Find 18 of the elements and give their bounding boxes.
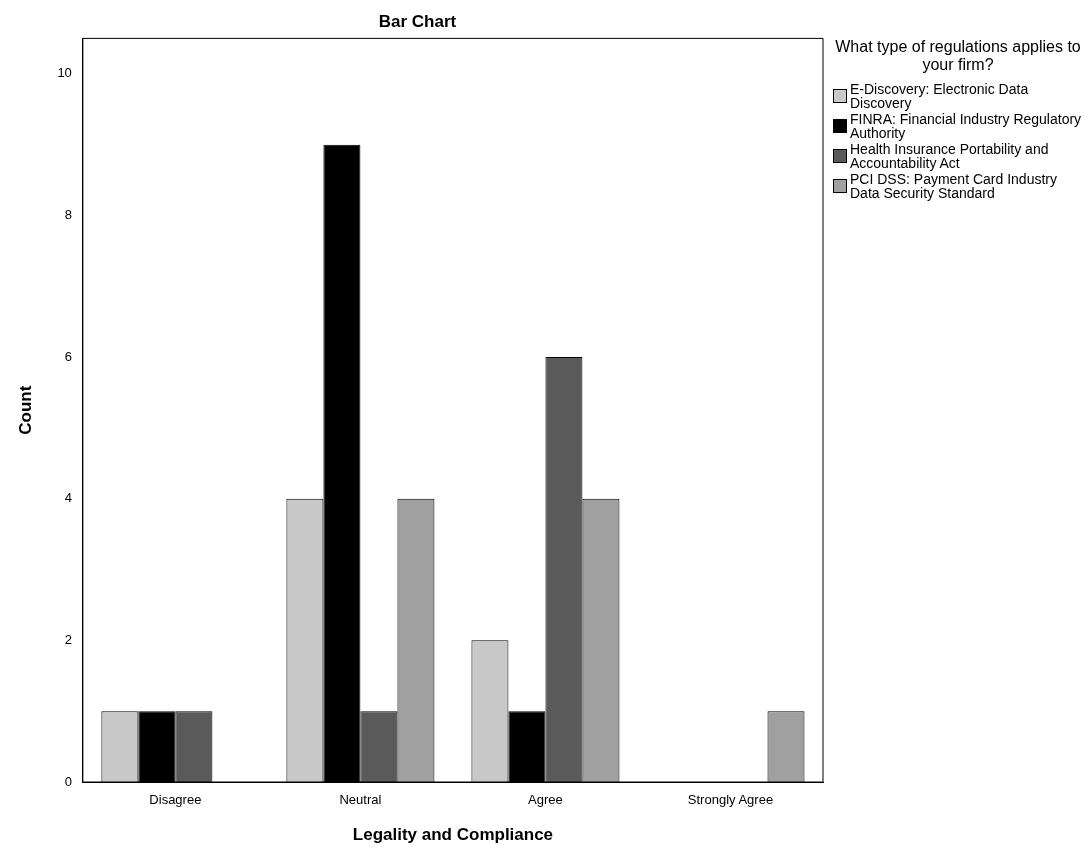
y-axis-title: Count bbox=[15, 385, 35, 435]
chart-title: Bar Chart bbox=[378, 11, 457, 31]
y-tick-label: 2 bbox=[64, 631, 72, 647]
y-tick-label: 8 bbox=[64, 207, 72, 223]
x-tick-label: Neutral bbox=[339, 792, 382, 808]
x-tick-label: Agree bbox=[528, 792, 563, 808]
y-tick-label: 4 bbox=[64, 490, 72, 506]
y-tick-label: 10 bbox=[57, 65, 72, 81]
legend-label: E-Discovery: Electronic Data Discovery bbox=[850, 81, 1030, 111]
legend-label: PCI DSS: Payment Card Industry Data Security Standard bbox=[850, 171, 1058, 201]
legend-label: FINRA: Financial Industry Regulatory Authority bbox=[850, 111, 1083, 141]
legend-label: Health Insurance Portability and Accountability Act bbox=[850, 141, 1050, 171]
y-tick-label: 6 bbox=[64, 348, 72, 364]
y-tick-label: 0 bbox=[64, 773, 72, 789]
x-axis-title: Legality and Compliance bbox=[352, 825, 554, 845]
x-tick-label: Disagree bbox=[149, 792, 202, 808]
x-tick-label: Strongly Agree bbox=[687, 792, 774, 808]
legend-title: What type of regulations applies to your firm? bbox=[834, 38, 1082, 74]
